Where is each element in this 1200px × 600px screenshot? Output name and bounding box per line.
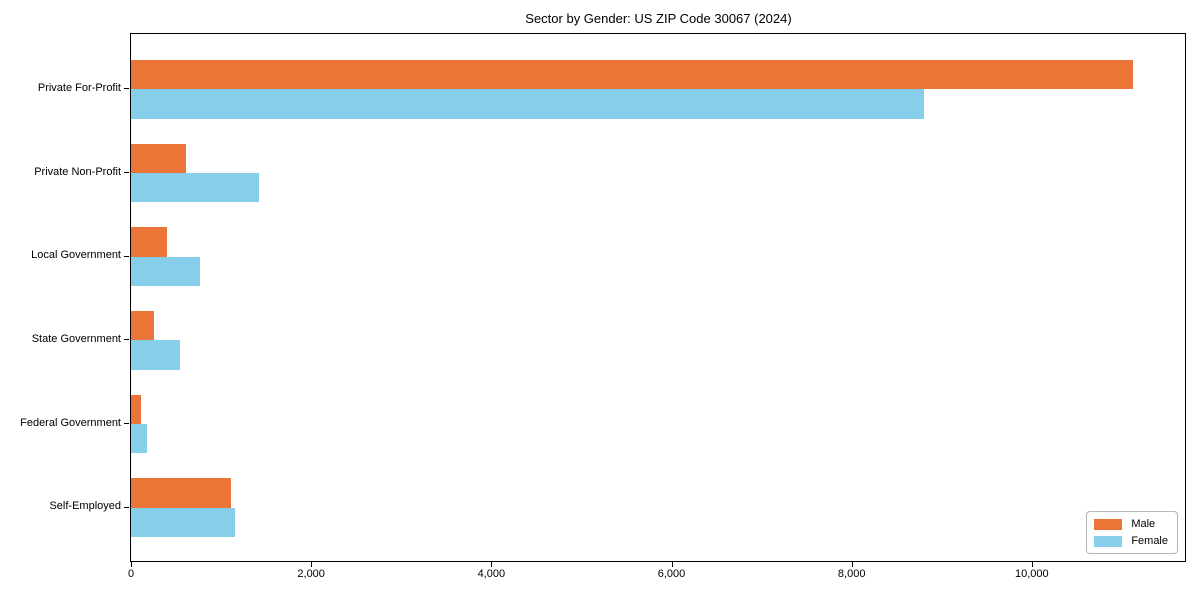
- bar-female: [131, 340, 180, 370]
- legend-item-female: Female: [1094, 535, 1168, 547]
- x-tick-label: 8,000: [837, 568, 866, 580]
- y-axis-category-label: Private For-Profit: [37, 81, 121, 94]
- x-tick-mark: [671, 562, 673, 567]
- y-axis-category-label: Private Non-Profit: [34, 165, 121, 178]
- legend-label: Female: [1131, 535, 1168, 547]
- bar-male: [131, 59, 1133, 90]
- bar-female: [131, 424, 147, 454]
- bar-female: [131, 256, 201, 287]
- x-tick-label: 4,000: [477, 568, 506, 580]
- legend-swatch-male: [1094, 518, 1123, 530]
- bar-male: [131, 311, 154, 341]
- y-tick-mark: [124, 255, 129, 257]
- bar-male: [131, 143, 186, 173]
- x-tick-mark: [851, 562, 853, 567]
- y-axis-category-label: State Government: [31, 332, 121, 345]
- bar-female: [131, 173, 259, 203]
- bar-male: [131, 394, 141, 425]
- legend: Male Female: [1086, 511, 1178, 554]
- bar-male: [131, 227, 167, 257]
- y-axis-category-label: Federal Government: [20, 416, 121, 429]
- legend-label: Male: [1131, 518, 1156, 530]
- x-tick-label: 2,000: [297, 568, 325, 580]
- x-tick-label: 6,000: [657, 568, 686, 580]
- bar-male: [131, 478, 232, 508]
- x-tick-label: 0: [127, 568, 135, 580]
- bar-female: [131, 507, 235, 538]
- legend-swatch-female: [1094, 535, 1123, 547]
- y-tick-mark: [124, 423, 129, 425]
- x-tick-label: 10,000: [1015, 568, 1049, 580]
- y-tick-mark: [124, 172, 129, 173]
- x-tick-mark: [1031, 562, 1033, 567]
- bar-female: [131, 89, 924, 119]
- x-tick-mark: [131, 562, 132, 567]
- y-tick-mark: [124, 506, 129, 508]
- y-axis-category-label: Local Government: [31, 249, 121, 262]
- y-tick-mark: [124, 339, 129, 341]
- plot-area: Male Female: [130, 33, 1186, 562]
- y-axis-category-label: Self-Employed: [49, 500, 121, 513]
- x-tick-mark: [311, 562, 313, 567]
- y-tick-mark: [124, 88, 129, 90]
- x-tick-mark: [491, 562, 493, 567]
- legend-item-male: Male: [1094, 518, 1168, 530]
- chart-title: Sector by Gender: US ZIP Code 30067 (202…: [525, 11, 792, 26]
